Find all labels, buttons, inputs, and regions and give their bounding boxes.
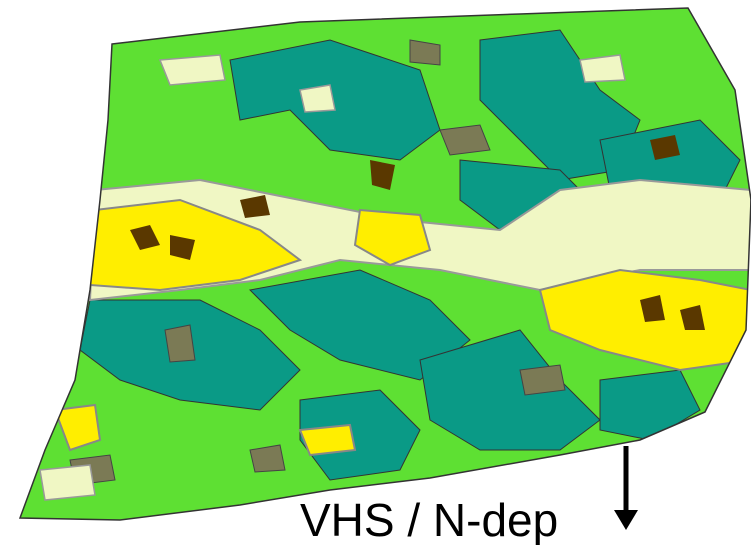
map-label: VHS / N-dep bbox=[300, 494, 558, 545]
down-arrow bbox=[614, 446, 638, 530]
page: VHS / N-dep (() => { const data = JSON.p… bbox=[0, 0, 751, 545]
map-figure: VHS / N-dep bbox=[0, 0, 751, 545]
forest-stand-map bbox=[0, 0, 751, 545]
